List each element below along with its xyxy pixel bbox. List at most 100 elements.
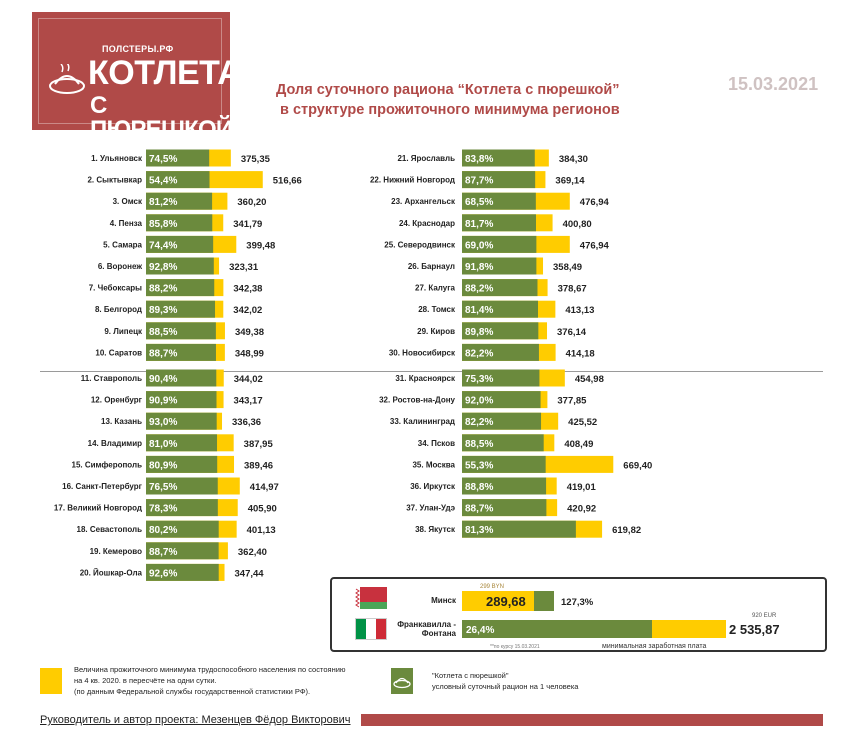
share-label: 78,3% (149, 504, 177, 515)
value-label: 389,46 (244, 460, 273, 471)
value-label: 413,13 (565, 305, 594, 316)
share-label-minsk: 127,3% (561, 597, 594, 608)
legend-text-ration: "Котлета с пюрешкой" условный суточный р… (432, 670, 632, 692)
share-label: 90,4% (149, 374, 177, 385)
value-label: 376,14 (557, 327, 587, 338)
region-label: 17. Великий Новгород (54, 504, 142, 513)
value-label: 425,52 (568, 417, 597, 428)
region-label: 23. Архангельск (391, 197, 456, 206)
value-label: 476,94 (580, 240, 610, 251)
value-label: 323,31 (229, 262, 259, 273)
bar-ration (462, 192, 536, 210)
share-label: 88,8% (465, 482, 493, 493)
share-label: 89,3% (149, 305, 177, 316)
legend-swatch-minimum (40, 668, 62, 694)
region-label: 16. Санкт-Петербург (62, 482, 143, 491)
author-credit: Руководитель и автор проекта: Мезенцев Ф… (40, 714, 351, 726)
region-label: 21. Ярославль (397, 154, 455, 163)
value-label: 454,98 (575, 374, 604, 385)
bar-ration (146, 499, 218, 517)
share-label: 91,8% (465, 262, 493, 273)
value-label: 343,17 (234, 396, 263, 407)
bar-ration (146, 214, 213, 232)
value-label: 342,38 (233, 284, 262, 295)
legend-ration-line2: условный суточный рацион на 1 человека (432, 682, 579, 691)
share-label: 75,3% (465, 374, 493, 385)
region-label: 22. Нижний Новгород (370, 176, 455, 185)
footer-bar (361, 714, 823, 726)
region-label: 24. Краснодар (399, 219, 455, 228)
region-label: 26. Барнаул (408, 262, 455, 271)
share-label: 82,2% (465, 348, 493, 359)
legend-minimum-line1: Величина прожиточного минимума трудоспос… (74, 665, 346, 674)
region-label: 31. Красноярск (395, 374, 456, 383)
logo-frame (38, 18, 222, 124)
value-label: 362,40 (238, 547, 267, 558)
share-label: 93,0% (149, 417, 177, 428)
legend-ration-line1: "Котлета с пюрешкой" (432, 671, 509, 680)
value-label: 377,85 (557, 396, 587, 407)
region-label: 7. Чебоксары (89, 284, 142, 293)
legend-minimum-line2: на 4 кв. 2020. в пересчёте на одни сутки… (74, 676, 217, 685)
legend-swatch-ration (391, 668, 413, 694)
region-label: 1. Ульяновск (91, 154, 143, 163)
region-label: 28. Томск (418, 305, 456, 314)
share-label: 88,7% (149, 348, 177, 359)
bar-ration (146, 369, 217, 387)
wage-label-italy: 920 EUR (752, 613, 777, 619)
share-label: 74,4% (149, 240, 177, 251)
value-label: 476,94 (580, 197, 610, 208)
logo-title-line2: С ПЮРЕШКОЙ (90, 92, 233, 143)
region-label: 25. Северодвинск (384, 240, 456, 249)
comparison-box (330, 577, 827, 652)
region-label: 30. Новосибирск (389, 348, 456, 357)
value-label: 384,30 (559, 154, 588, 165)
region-label: 20. Йошкар-Ола (80, 568, 143, 577)
share-label: 55,3% (465, 460, 493, 471)
bar-ration (146, 542, 219, 560)
bar-ration (146, 149, 210, 167)
plate-icon (49, 64, 85, 94)
value-label: 669,40 (623, 460, 652, 471)
value-label: 399,48 (246, 240, 275, 251)
share-label: 90,9% (149, 396, 177, 407)
legend-minimum-line3: (по данным Федеральной службы государств… (74, 687, 311, 696)
bar-ration (462, 279, 538, 297)
bar-ration (462, 520, 576, 538)
value-label: 387,95 (244, 439, 274, 450)
share-label: 81,3% (465, 525, 493, 536)
region-label: 36. Иркутск (410, 482, 456, 491)
share-label: 88,2% (149, 284, 177, 295)
bar-ration (462, 171, 536, 189)
bar-ration (146, 412, 217, 430)
bar-ration (462, 477, 547, 495)
comparison-label-minsk: Минск (431, 596, 457, 605)
region-label: 5. Самара (103, 240, 142, 249)
share-label: 74,5% (149, 154, 177, 165)
bar-ration (146, 391, 217, 409)
region-label: 15. Симферополь (72, 460, 143, 469)
share-label: 69,0% (465, 240, 493, 251)
share-label: 88,5% (465, 439, 493, 450)
share-label: 81,4% (465, 305, 493, 316)
region-label: 12. Оренбург (91, 396, 143, 405)
belarus-flag-icon (355, 587, 387, 609)
region-label: 27. Калуга (415, 284, 456, 293)
share-label: 88,7% (149, 547, 177, 558)
share-label: 92,0% (465, 396, 493, 407)
bar-ration (462, 412, 542, 430)
region-label: 13. Казань (101, 417, 142, 426)
share-label: 85,8% (149, 219, 177, 230)
value-label: 408,49 (564, 439, 593, 450)
bar-ration (462, 149, 535, 167)
share-label: 92,6% (149, 568, 177, 579)
bar-ration (462, 434, 544, 452)
value-label: 405,90 (248, 504, 277, 515)
bar-ration (462, 300, 539, 318)
region-label: 37. Улан-Удэ (406, 504, 455, 513)
bar-ration (462, 369, 540, 387)
plate-icon (393, 677, 411, 689)
value-label: 348,99 (235, 348, 264, 359)
comparison-wage-caption: минимальная заработная плата (602, 642, 707, 650)
